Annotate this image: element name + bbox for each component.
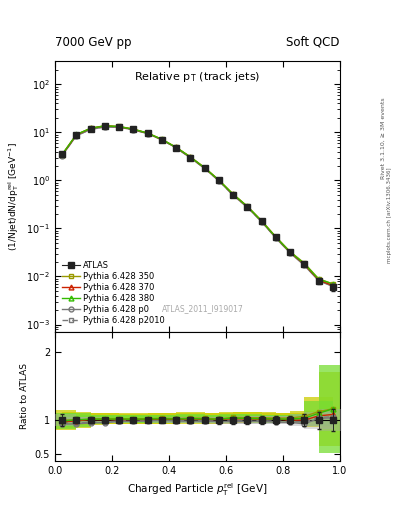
X-axis label: Charged Particle $p_\mathrm{T}^\mathrm{rel}$ [GeV]: Charged Particle $p_\mathrm{T}^\mathrm{r… [127,481,268,498]
Y-axis label: (1/Njet)dN/dp$_\mathrm{T}^\mathrm{rel}$ [GeV$^{-1}$]: (1/Njet)dN/dp$_\mathrm{T}^\mathrm{rel}$ … [6,142,20,251]
Text: ATLAS_2011_I919017: ATLAS_2011_I919017 [162,304,244,313]
Y-axis label: Ratio to ATLAS: Ratio to ATLAS [20,364,29,430]
Legend: ATLAS, Pythia 6.428 350, Pythia 6.428 370, Pythia 6.428 380, Pythia 6.428 p0, Py: ATLAS, Pythia 6.428 350, Pythia 6.428 37… [59,259,167,328]
Text: Rivet 3.1.10, ≥ 3M events: Rivet 3.1.10, ≥ 3M events [381,97,386,179]
Text: 7000 GeV pp: 7000 GeV pp [55,36,132,49]
Text: Soft QCD: Soft QCD [286,36,340,49]
Text: mcplots.cern.ch [arXiv:1306.3436]: mcplots.cern.ch [arXiv:1306.3436] [387,167,391,263]
Text: Relative p$_{\mathrm{T}}$ (track jets): Relative p$_{\mathrm{T}}$ (track jets) [134,70,261,83]
